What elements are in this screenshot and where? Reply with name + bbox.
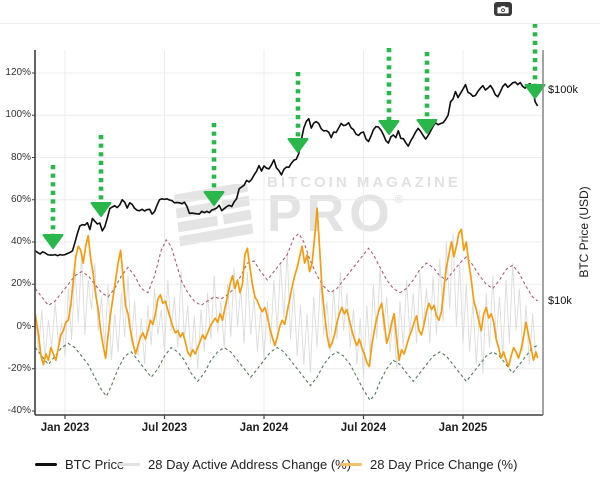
buy-signal-arrows <box>42 15 546 249</box>
plot-canvas <box>32 15 546 419</box>
top-toolbar <box>0 0 600 24</box>
buy-signal-arrowhead-icon <box>416 119 438 134</box>
buy-signal-arrowhead-icon <box>42 234 64 249</box>
legend-label: 28 Day Price Change (%) <box>370 457 518 472</box>
legend-label: 28 Day Active Address Change (%) <box>148 457 352 472</box>
save-image-button[interactable] <box>494 2 512 16</box>
legend-label: BTC Price <box>65 457 125 472</box>
upper-band-dashed-line <box>34 232 538 307</box>
price-change-line <box>34 207 539 368</box>
buy-signal-arrowhead-icon <box>378 120 400 135</box>
btc-price-swatch <box>35 463 57 466</box>
legend-item-price-change[interactable]: 28 Day Price Change (%) <box>340 457 517 472</box>
watermark-product: PRO <box>267 185 395 243</box>
legend: BTC Price 28 Day Active Address Change (… <box>0 457 600 481</box>
legend-item-active-address-change[interactable]: 28 Day Active Address Change (%) <box>118 457 351 472</box>
active-address-change-line <box>34 233 537 378</box>
buy-signal-arrowhead-icon <box>287 138 309 153</box>
axis-spines <box>32 50 544 419</box>
buy-signal-arrowhead-icon <box>90 202 112 217</box>
chart-area: BITCOIN MAGAZINE PRO® 120% 100% 80% 60% 40% 2… <box>5 15 591 434</box>
price-change-swatch <box>340 463 362 466</box>
address-change-swatch <box>118 463 140 466</box>
buy-signal-arrowhead-icon <box>524 84 546 99</box>
lower-band-dashed-line <box>34 342 538 402</box>
buy-signal-arrowhead-icon <box>203 191 225 206</box>
right-axis-title: BTC Price (USD) <box>577 186 591 278</box>
camera-icon <box>497 5 509 13</box>
btc-price-line <box>34 81 539 257</box>
watermark-brand: BITCOIN MAGAZINE <box>267 174 461 191</box>
legend-item-btc-price[interactable]: BTC Price <box>35 457 124 472</box>
data-series <box>34 81 539 402</box>
